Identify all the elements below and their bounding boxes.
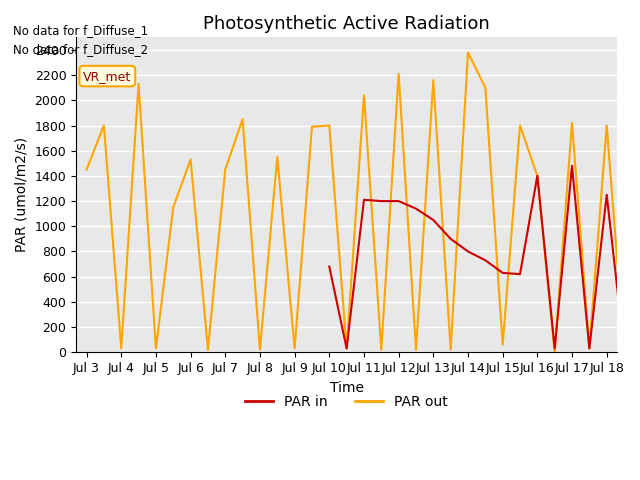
X-axis label: Time: Time — [330, 381, 364, 395]
Y-axis label: PAR (umol/m2/s): PAR (umol/m2/s) — [15, 137, 29, 252]
Text: No data for f_Diffuse_1: No data for f_Diffuse_1 — [13, 24, 148, 37]
Legend: PAR in, PAR out: PAR in, PAR out — [239, 389, 454, 415]
Text: VR_met: VR_met — [83, 70, 131, 83]
Text: No data for f_Diffuse_2: No data for f_Diffuse_2 — [13, 43, 148, 56]
Title: Photosynthetic Active Radiation: Photosynthetic Active Radiation — [204, 15, 490, 33]
